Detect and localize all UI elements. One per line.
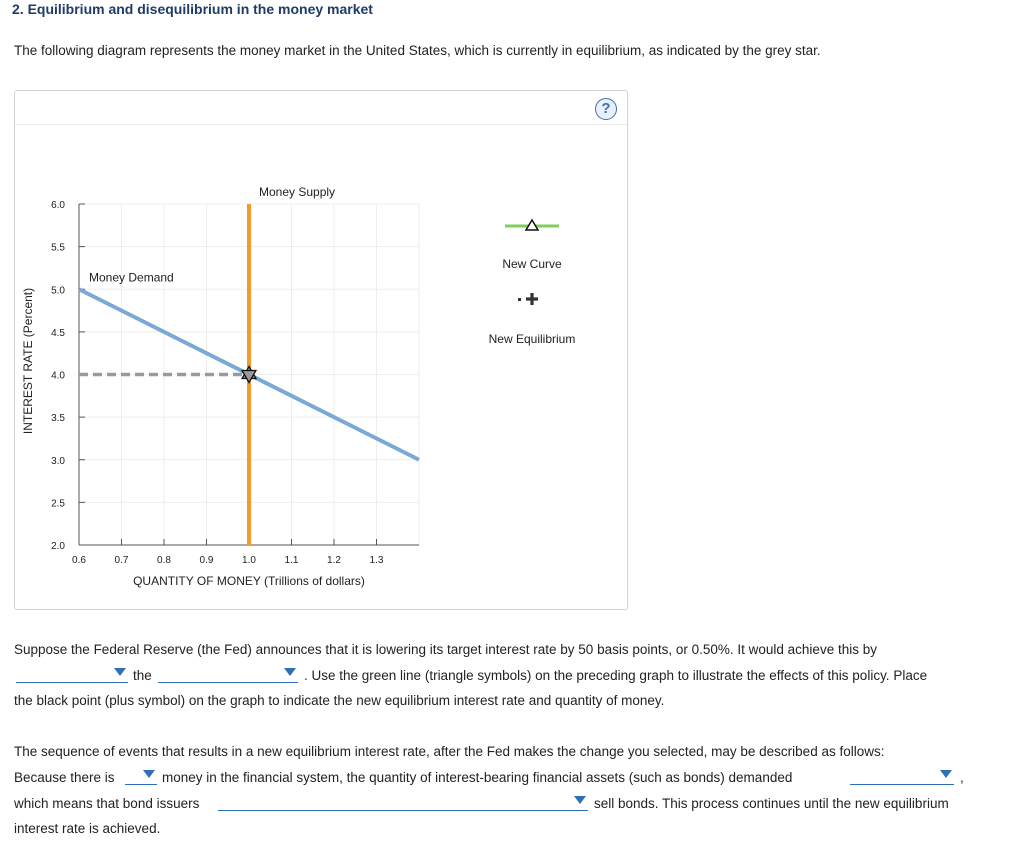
y-tick-label-2: 3.0	[51, 456, 65, 467]
money-text: money in the financial system, the quant…	[162, 770, 793, 785]
new-equilibrium-tool[interactable]: New Equilibrium	[489, 293, 576, 346]
new-equilibrium-label: New Equilibrium	[489, 332, 576, 346]
money-supply-label: Money Supply	[259, 185, 335, 199]
curves: Money Demand Money Supply	[78, 185, 420, 545]
panel-divider	[15, 124, 627, 125]
because-text: Because there is	[14, 770, 115, 785]
x-tick-label-5: 1.1	[285, 555, 299, 566]
bonds-demanded-dropdown[interactable]	[850, 766, 954, 785]
y-axis-ticks: 2.0 2.5 3.0 3.5 4.0 4.5 5.0 5.5 6.0	[51, 200, 85, 552]
x-tick-label-4: 1.0	[242, 555, 256, 566]
question-title: 2. Equilibrium and disequilibrium in the…	[12, 1, 373, 17]
new-curve-label: New Curve	[502, 257, 562, 271]
bond-issuers-dropdown[interactable]	[218, 792, 588, 811]
x-tick-label-2: 0.8	[157, 555, 171, 566]
graph-panel: ? 2.0 2.5 3.0 3.5 4.0 4.5 5.0 5.5 6.0 0.6 0.7 0.8 0…	[14, 90, 628, 610]
question1-line3: the black point (plus symbol) on the gra…	[14, 693, 665, 708]
plus-icon	[526, 293, 538, 305]
y-tick-label-5: 4.5	[51, 328, 65, 339]
y-axis-label: INTEREST RATE (Percent)	[21, 288, 35, 434]
new-curve-tool[interactable]: New Curve	[502, 218, 562, 271]
question2-line1: The sequence of events that results in a…	[14, 744, 885, 759]
x-tick-label-0: 0.6	[72, 555, 86, 566]
x-tick-label-3: 0.9	[200, 555, 214, 566]
help-button[interactable]: ?	[595, 98, 617, 120]
equilibrium-star-icon	[240, 365, 258, 384]
money-amount-dropdown[interactable]	[125, 766, 157, 785]
x-tick-label-1: 0.7	[115, 555, 129, 566]
y-tick-label-8: 6.0	[51, 200, 65, 211]
comma: ,	[960, 770, 964, 785]
chevron-down-icon	[143, 770, 155, 778]
x-axis-label: QUANTITY OF MONEY (Trillions of dollars)	[133, 574, 365, 588]
question1-line1: Suppose the Federal Reserve (the Fed) an…	[14, 642, 877, 657]
money-demand-label: Money Demand	[89, 270, 174, 284]
chevron-down-icon	[940, 770, 952, 778]
which-means-text: which means that bond issuers	[14, 796, 200, 811]
y-tick-label-4: 4.0	[51, 371, 65, 382]
y-tick-label-3: 3.5	[51, 413, 65, 424]
the-label: the	[133, 668, 152, 683]
x-tick-label-6: 1.2	[327, 555, 341, 566]
intro-text: The following diagram represents the mon…	[14, 43, 821, 58]
small-dot-icon	[518, 298, 521, 301]
money-market-graph[interactable]: 2.0 2.5 3.0 3.5 4.0 4.5 5.0 5.5 6.0 0.6 0.7 0.8 0.9…	[15, 91, 627, 609]
y-tick-label-1: 2.5	[51, 498, 65, 509]
chevron-down-icon	[284, 668, 296, 676]
object-dropdown[interactable]	[158, 664, 298, 683]
chevron-down-icon	[574, 796, 586, 804]
sell-bonds-text: sell bonds. This process continues until…	[594, 796, 949, 811]
y-tick-label-0: 2.0	[51, 541, 65, 552]
x-axis-ticks: 0.6 0.7 0.8 0.9 1.0 1.1 1.2 1.3	[72, 539, 384, 566]
x-tick-label-7: 1.3	[370, 555, 384, 566]
y-tick-label-7: 5.5	[51, 243, 65, 254]
question2-final-line: interest rate is achieved.	[14, 821, 161, 836]
y-tick-label-6: 5.0	[51, 285, 65, 296]
action-dropdown[interactable]	[16, 664, 128, 683]
triangle-icon	[524, 218, 540, 231]
chevron-down-icon	[114, 668, 126, 676]
question1-line2-text: . Use the green line (triangle symbols) …	[304, 668, 928, 683]
